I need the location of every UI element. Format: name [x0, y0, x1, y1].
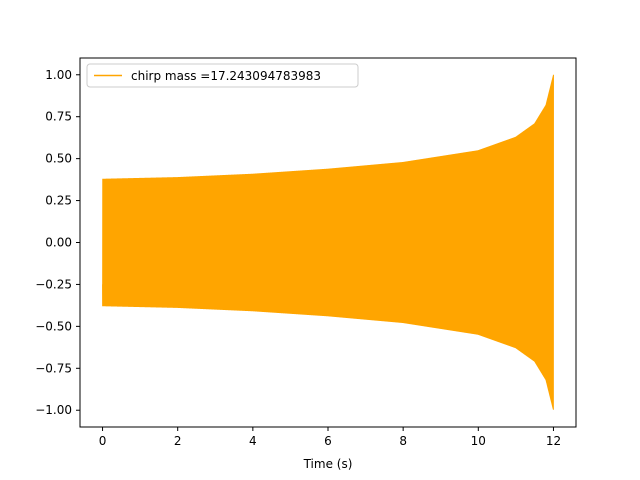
series-layer	[102, 74, 554, 410]
x-tick-label: 10	[471, 434, 486, 448]
x-tick-label: 2	[174, 434, 182, 448]
x-axis-label: Time (s)	[303, 457, 353, 471]
x-tick-label: 6	[324, 434, 332, 448]
legend: chirp mass =17.243094783983	[86, 63, 359, 88]
x-axis: 0 2 4 6 8 10 12	[99, 427, 561, 448]
x-tick-label: 4	[249, 434, 257, 448]
legend-box	[86, 63, 359, 88]
y-tick-label: −1.00	[35, 403, 72, 417]
x-tick-label: 0	[99, 434, 107, 448]
y-tick-label: 0.25	[45, 194, 72, 208]
x-tick-label: 8	[399, 434, 407, 448]
y-axis: −1.00 −0.75 −0.50 −0.25 0.00 0.25 0.50 0.75 1.00	[35, 68, 80, 417]
y-tick-label: 0.50	[45, 152, 72, 166]
y-tick-label: −0.75	[35, 361, 72, 375]
y-tick-label: −0.25	[35, 277, 72, 291]
x-tick-label: 12	[546, 434, 561, 448]
y-tick-label: 0.00	[45, 236, 72, 250]
y-tick-label: −0.50	[35, 319, 72, 333]
legend-entry-label: chirp mass =17.243094783983	[131, 69, 321, 83]
y-tick-label: 0.75	[45, 110, 72, 124]
chirp-waveform-line	[102, 74, 554, 410]
y-tick-label: 1.00	[45, 68, 72, 82]
